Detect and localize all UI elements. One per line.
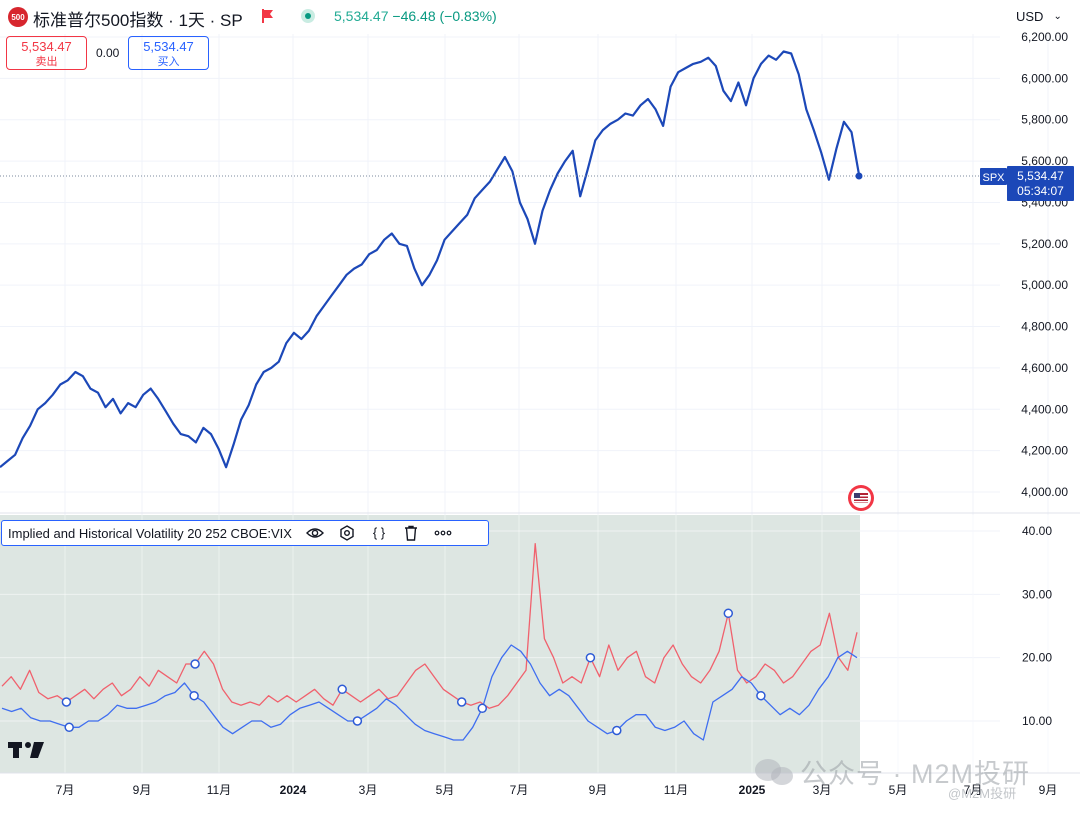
spx-price-line xyxy=(0,50,861,469)
signal-marker[interactable] xyxy=(337,684,347,695)
indicator-title: Implied and Historical Volatility 20 252… xyxy=(8,525,292,541)
wechat-watermark-icon xyxy=(755,759,793,785)
price-axis[interactable]: 4,000.00 4,200.00 4,400.00 4,600.00 4,800.00… xyxy=(1021,30,1068,499)
symbol-logo[interactable]: 500 xyxy=(8,7,28,27)
sell-price: 5,534.47 xyxy=(21,39,72,54)
last-price: 5,534.47 xyxy=(334,8,389,24)
price-tick-label: 4,800.00 xyxy=(1021,320,1068,334)
time-tick-label: 3月 xyxy=(359,783,378,797)
time-tick-label: 3月 xyxy=(813,783,832,797)
price-tag-symbol: SPX xyxy=(982,172,1005,184)
sell-label: 卖出 xyxy=(35,56,58,68)
indicator-pane-background xyxy=(0,515,860,773)
time-tick-label: 9月 xyxy=(1039,783,1058,797)
red-flag-icon[interactable] xyxy=(260,8,276,24)
signal-marker[interactable] xyxy=(456,697,467,707)
signal-marker[interactable] xyxy=(477,703,488,714)
vol-tick-label: 40.00 xyxy=(1022,524,1052,538)
time-tick-label: 2025 xyxy=(739,783,766,797)
delete-icon[interactable] xyxy=(402,525,420,541)
eye-icon[interactable] xyxy=(305,525,324,541)
buy-button[interactable]: 5,534.47 买入 xyxy=(128,36,209,70)
price-change: −46.48 xyxy=(392,8,436,24)
time-axis[interactable]: 7月 9月 11月 2024 3月 5月 7月 9月 11月 2025 3月 5月 7月 9月 xyxy=(56,783,1058,797)
time-tick-label: 2024 xyxy=(280,783,307,797)
spread-value: 0.00 xyxy=(96,46,120,60)
vol-tick-label: 30.00 xyxy=(1022,587,1052,601)
price-tick-label: 5,800.00 xyxy=(1021,113,1068,127)
time-tick-label: 9月 xyxy=(133,783,152,797)
price-tag-price: 5,534.47 xyxy=(1017,169,1064,183)
signal-marker[interactable] xyxy=(61,697,72,707)
currency-selector[interactable]: USD ⌄ xyxy=(1012,4,1068,28)
time-tick-label: 9月 xyxy=(589,783,608,797)
currency-label: USD xyxy=(1016,8,1044,24)
price-tag-countdown: 05:34:07 xyxy=(1017,184,1064,198)
signal-marker[interactable] xyxy=(64,722,74,733)
implied-volatility-line xyxy=(1,543,858,709)
signal-marker[interactable] xyxy=(723,608,734,619)
price-tick-label: 5,000.00 xyxy=(1021,278,1068,292)
last-price-dot xyxy=(855,172,863,180)
indicator-legend[interactable]: Implied and Historical Volatility 20 252… xyxy=(1,520,489,546)
price-tick-label: 4,000.00 xyxy=(1021,485,1068,499)
time-tick-label: 11月 xyxy=(207,783,231,797)
price-change-percent: (−0.83%) xyxy=(439,8,497,24)
symbol-title[interactable]: 标准普尔500指数 · 1天 · SP xyxy=(33,11,243,30)
price-tag-value-box xyxy=(1007,166,1074,201)
price-tag-symbol-box xyxy=(980,168,1007,185)
price-tick-label: 6,200.00 xyxy=(1021,30,1068,44)
more-icon[interactable] xyxy=(434,525,452,541)
watermark-sub: @M2M投研 xyxy=(948,786,1017,801)
settings-icon[interactable] xyxy=(338,525,356,541)
watermark-text: 公众号 · M2M投研 xyxy=(800,759,1030,789)
us-flag-event-icon[interactable] xyxy=(848,485,874,511)
sell-button[interactable]: 5,534.47 卖出 xyxy=(6,36,87,70)
price-tag[interactable]: SPX 5,534.47 05:34:07 xyxy=(980,166,1074,201)
buy-price: 5,534.47 xyxy=(143,39,194,54)
price-summary: 5,534.47 −46.48 (−0.83%) xyxy=(334,8,497,24)
source-code-icon[interactable]: { } xyxy=(372,525,386,540)
signal-marker[interactable] xyxy=(585,652,596,663)
price-tick-label: 5,600.00 xyxy=(1021,154,1068,168)
signal-marker[interactable] xyxy=(352,716,363,726)
symbol-header: 500 标准普尔500指数 · 1天 · SP 5,534.47 −46.48 … xyxy=(0,0,1000,34)
time-tick-label: 11月 xyxy=(664,783,688,797)
chevron-down-icon: ⌄ xyxy=(1053,10,1062,22)
price-tick-label: 6,000.00 xyxy=(1021,71,1068,85)
vol-tick-label: 20.00 xyxy=(1022,651,1052,665)
price-tick-label: 5,200.00 xyxy=(1021,237,1068,251)
tradingview-logo[interactable] xyxy=(8,742,44,758)
signal-marker[interactable] xyxy=(189,690,199,701)
signal-marker[interactable] xyxy=(756,690,766,701)
signal-marker[interactable] xyxy=(190,659,200,669)
vol-tick-label: 10.00 xyxy=(1022,714,1052,728)
time-tick-label: 7月 xyxy=(56,783,75,797)
buy-label: 买入 xyxy=(157,56,180,68)
time-tick-label: 5月 xyxy=(889,783,908,797)
time-tick-label: 7月 xyxy=(964,783,983,797)
market-open-dot-icon[interactable] xyxy=(301,9,315,23)
price-tick-label: 4,400.00 xyxy=(1021,402,1068,416)
time-tick-label: 7月 xyxy=(510,783,529,797)
price-tick-label: 4,200.00 xyxy=(1021,444,1068,458)
price-tick-label: 4,600.00 xyxy=(1021,361,1068,375)
time-tick-label: 5月 xyxy=(436,783,455,797)
signal-marker[interactable] xyxy=(612,725,622,736)
historical-volatility-line xyxy=(1,644,858,741)
volatility-axis[interactable]: 10.00 20.00 30.00 40.00 xyxy=(1022,524,1052,728)
